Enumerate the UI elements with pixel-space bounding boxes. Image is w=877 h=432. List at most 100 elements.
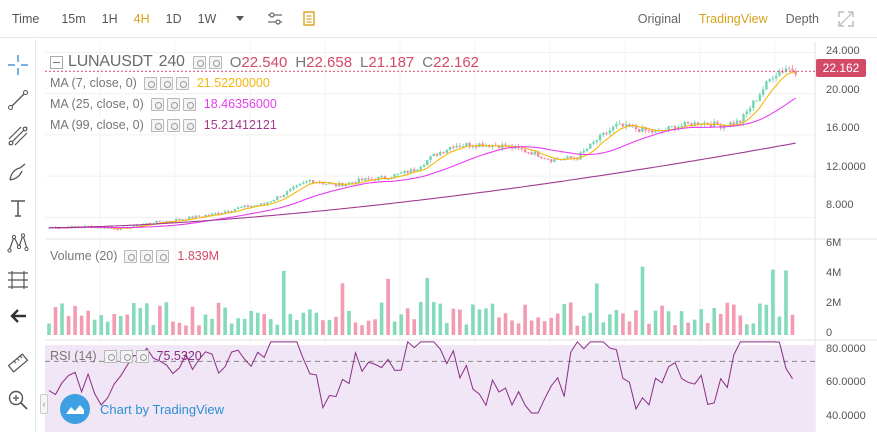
long-position-icon[interactable] xyxy=(5,267,31,293)
ma7-remove-icon[interactable] xyxy=(175,76,189,90)
ma25-remove-icon[interactable] xyxy=(182,97,196,111)
brush-icon[interactable] xyxy=(5,159,31,185)
candle-body xyxy=(266,202,269,205)
candle-body xyxy=(732,122,735,125)
volume-bar xyxy=(705,323,710,335)
candle-body xyxy=(305,181,308,183)
candle-body xyxy=(308,180,312,182)
ma99-settings-icon[interactable] xyxy=(166,118,180,132)
volume-bar xyxy=(60,303,64,335)
candle-body xyxy=(393,174,396,178)
pattern-tool-icon[interactable] xyxy=(5,230,31,256)
interval-15m[interactable]: 15m xyxy=(61,11,86,26)
candle-body xyxy=(324,183,328,185)
candle-body xyxy=(696,122,700,126)
collapse-legend-icon[interactable] xyxy=(50,55,63,69)
candle-body xyxy=(497,145,501,149)
interval-1d[interactable]: 1D xyxy=(165,11,182,26)
volume-settings-icon[interactable] xyxy=(140,249,154,263)
ma99-remove-icon[interactable] xyxy=(182,118,196,132)
rsi-label: RSI (14) xyxy=(50,349,97,363)
trend-line-icon[interactable] xyxy=(5,87,31,113)
volume-bar xyxy=(529,320,534,335)
price-chart-canvas[interactable] xyxy=(45,39,877,432)
view-switcher: Original TradingView Depth xyxy=(620,0,849,38)
candle-body xyxy=(774,75,778,79)
text-tool-icon[interactable] xyxy=(5,195,31,221)
back-arrow-icon[interactable] xyxy=(5,303,31,329)
volume-bar xyxy=(471,304,475,335)
tradingview-branding[interactable]: Chart by TradingView xyxy=(60,394,224,424)
candle-body xyxy=(132,224,135,227)
candle-body xyxy=(742,114,745,123)
candle-body xyxy=(644,127,647,131)
candle-body xyxy=(403,170,406,173)
volume-bar xyxy=(262,314,267,335)
volume-bar xyxy=(223,307,227,335)
candle-body xyxy=(683,122,687,126)
volume-bar xyxy=(497,317,501,335)
volume-bar xyxy=(125,314,130,335)
candle-body xyxy=(709,124,713,127)
ruler-icon[interactable] xyxy=(5,350,31,376)
chart-toolbar: Time 15m 1H 4H 1D 1W Original TradingVie… xyxy=(0,0,877,38)
interval-1h[interactable]: 1H xyxy=(101,11,118,26)
candle-body xyxy=(631,126,634,128)
volume-bar xyxy=(784,270,788,335)
ma99-visibility-icon[interactable] xyxy=(150,118,164,132)
volume-visibility-icon[interactable] xyxy=(124,249,138,263)
candle-body xyxy=(458,145,462,147)
volume-remove-icon[interactable] xyxy=(156,249,170,263)
volume-bar xyxy=(790,314,795,335)
candle-body xyxy=(73,226,77,228)
rsi-line xyxy=(48,340,793,414)
candle-body xyxy=(197,215,201,217)
volume-bar xyxy=(738,315,743,335)
indicators-icon[interactable] xyxy=(300,10,318,28)
candle-body xyxy=(168,220,171,222)
rsi-visibility-icon[interactable] xyxy=(103,349,117,363)
interval-1w[interactable]: 1W xyxy=(197,11,217,26)
ma7-settings-icon[interactable] xyxy=(159,76,173,90)
candle-body xyxy=(761,89,765,95)
view-tradingview[interactable]: TradingView xyxy=(698,12,768,26)
candle-body xyxy=(651,130,654,133)
volume-bar xyxy=(99,315,103,335)
view-depth[interactable]: Depth xyxy=(785,12,819,26)
candle-body xyxy=(611,126,615,131)
candle-body xyxy=(621,123,625,127)
view-original[interactable]: Original xyxy=(637,12,681,26)
volume-bar xyxy=(112,314,117,335)
ma25-settings-icon[interactable] xyxy=(166,97,180,111)
rsi-remove-icon[interactable] xyxy=(135,349,149,363)
settings-sliders-icon[interactable] xyxy=(266,10,284,28)
volume-axis-label: 2M xyxy=(826,297,842,309)
rsi-settings-icon[interactable] xyxy=(119,349,133,363)
candle-body xyxy=(174,219,178,222)
more-intervals-dropdown-icon[interactable] xyxy=(236,16,245,21)
scroll-left-tab[interactable]: ‹ xyxy=(40,394,48,414)
candle-body xyxy=(670,126,674,128)
time-label: Time xyxy=(12,11,40,26)
volume-bar xyxy=(503,313,508,335)
ma99-legend: MA (99, close, 0) 15.21412121 xyxy=(50,118,277,132)
volume-axis-label: 0 xyxy=(826,327,833,339)
ma7-visibility-icon[interactable] xyxy=(143,76,157,90)
fib-retracement-icon[interactable] xyxy=(5,123,31,149)
candle-body xyxy=(504,144,507,147)
volume-bar xyxy=(145,303,149,335)
settings-icon[interactable] xyxy=(208,55,222,69)
interval-4h[interactable]: 4H xyxy=(133,11,150,26)
ma25-visibility-icon[interactable] xyxy=(150,97,164,111)
candle-body xyxy=(647,130,651,132)
fullscreen-icon[interactable] xyxy=(837,10,855,28)
candle-body xyxy=(426,160,429,165)
volume-bar xyxy=(138,308,143,335)
zoom-in-icon[interactable] xyxy=(5,387,31,413)
volume-bar xyxy=(445,323,449,335)
visibility-icon[interactable] xyxy=(192,55,206,69)
candle-body xyxy=(201,216,204,218)
tradingview-logo-icon xyxy=(60,394,90,424)
candle-body xyxy=(768,79,771,82)
crosshair-icon[interactable] xyxy=(5,52,31,78)
